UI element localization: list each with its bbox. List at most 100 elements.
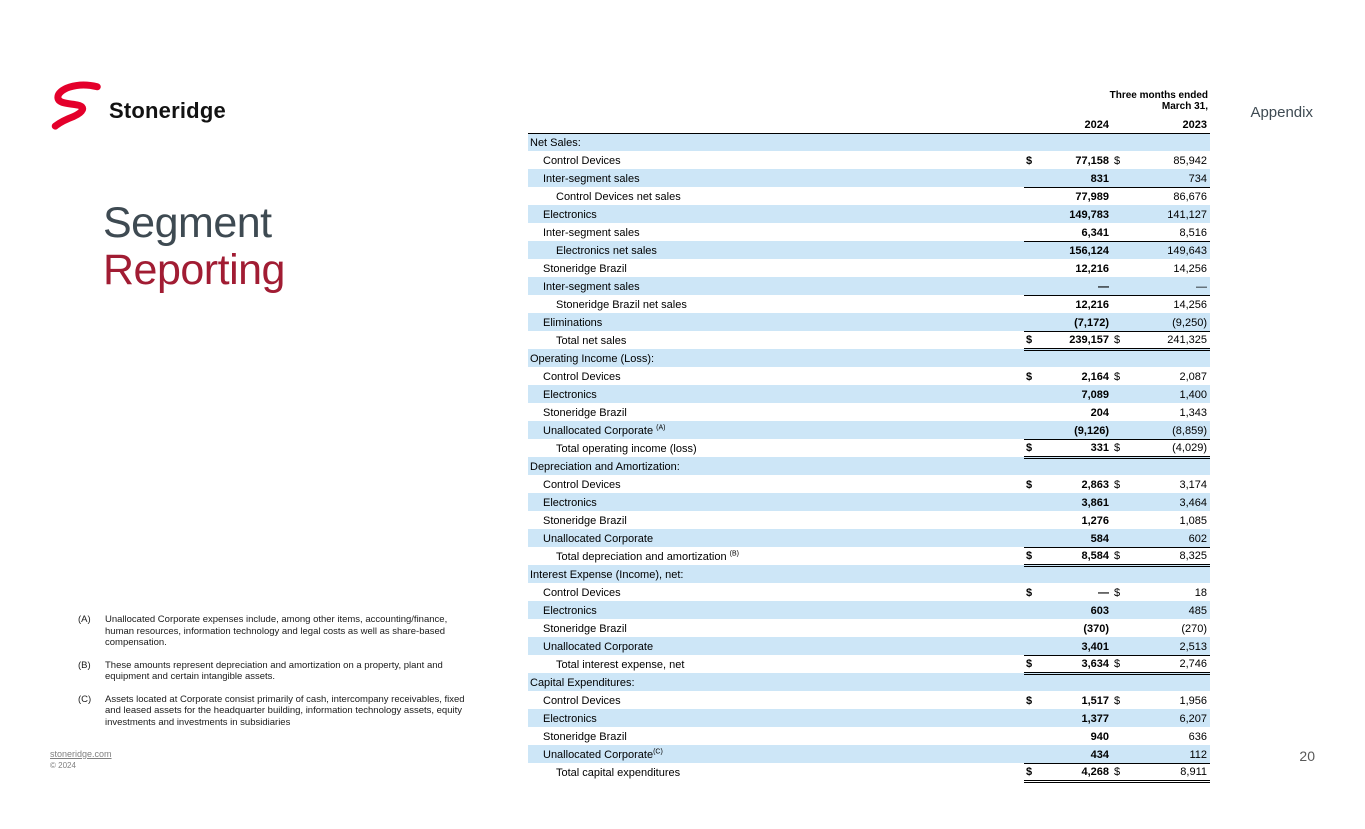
value-2023: (8,859): [1130, 421, 1210, 440]
value-2023: [1130, 457, 1210, 475]
dollar-sign-2023: [1112, 277, 1130, 296]
dollar-sign-2024: [1024, 421, 1042, 440]
value-2024: 3,861: [1081, 497, 1109, 509]
value-2024: [1042, 133, 1112, 151]
table-row: Operating Income (Loss):: [528, 349, 1210, 367]
dollar-sign-2024: $: [1024, 655, 1042, 675]
value-2023: 1,400: [1179, 389, 1207, 401]
dollar-sign-2023: [1112, 601, 1130, 619]
period-label: Three months ended: [1109, 90, 1208, 101]
value-2023: 1,085: [1179, 515, 1207, 527]
dollar-sign-2023: [1112, 565, 1130, 583]
dollar-sign-2023: $: [1114, 155, 1121, 167]
value-2024: 12,216: [1075, 299, 1109, 311]
dollar-sign-2024: [1024, 349, 1042, 367]
value-2023: 485: [1188, 605, 1207, 617]
dollar-sign-2024: $: [1024, 439, 1042, 459]
footnote-c-text: Assets located at Corporate consist prim…: [105, 693, 465, 728]
period-header-cell: Three months ended March 31,: [528, 86, 1210, 113]
value-2023: [1130, 565, 1210, 583]
dollar-sign-2023: [1112, 313, 1130, 332]
dollar-sign-2024: [1024, 493, 1042, 511]
dollar-sign-2024: $: [1026, 695, 1033, 707]
dollar-sign-2024: [1024, 709, 1042, 727]
dollar-sign-2023: [1112, 403, 1130, 421]
dollar-sign-2024: $: [1024, 331, 1042, 351]
value-2024: 77,158: [1075, 155, 1109, 167]
value-2024: 831: [1042, 169, 1112, 188]
value-2024: [1042, 349, 1112, 367]
value-2024: 8,584: [1042, 547, 1112, 567]
dollar-sign-2023: [1112, 169, 1130, 188]
period-date-label: March 31,: [1161, 101, 1208, 112]
row-label: Total capital expenditures: [556, 767, 681, 779]
page-number: 20: [1299, 748, 1315, 764]
value-2024: —: [1042, 277, 1112, 296]
row-label: Unallocated Corporate (A): [543, 424, 666, 437]
table-row: Control Devices $ 2,164 $ 2,087: [528, 367, 1210, 385]
value-2023: 6,207: [1179, 713, 1207, 725]
table-row: Unallocated Corporate 3,401 2,513: [528, 637, 1210, 656]
value-2024: 584: [1042, 529, 1112, 548]
table-row: Stoneridge Brazil 204 1,343: [528, 403, 1210, 421]
row-label: Stoneridge Brazil: [543, 515, 627, 527]
row-label: Capital Expenditures:: [530, 677, 635, 689]
value-2024: —: [1098, 587, 1109, 599]
value-2024: [1042, 457, 1112, 475]
dollar-sign-2023: $: [1112, 547, 1130, 567]
value-2024: 434: [1042, 745, 1112, 764]
table-row: Depreciation and Amortization:: [528, 457, 1210, 475]
row-label: Unallocated Corporate: [543, 533, 654, 545]
row-label: Electronics: [543, 497, 597, 509]
footnote-b-marker: (B): [78, 659, 91, 671]
dollar-sign-2023: [1112, 457, 1130, 475]
page-title: Segment Reporting: [103, 200, 285, 294]
dollar-sign-2024: [1024, 169, 1042, 188]
row-label: Electronics: [543, 713, 597, 725]
table-row: Control Devices net sales 77,989 86,676: [528, 187, 1210, 205]
dollar-sign-2024: [1024, 223, 1042, 242]
row-label: Stoneridge Brazil: [543, 263, 627, 275]
value-2024: 1,517: [1081, 695, 1109, 707]
value-2023: 14,256: [1173, 263, 1207, 275]
dollar-sign-2024: [1024, 187, 1042, 205]
dollar-sign-2023: [1112, 385, 1130, 403]
table-row: Stoneridge Brazil 940 636: [528, 727, 1210, 745]
dollar-sign-2024: [1024, 529, 1042, 548]
value-2024: 156,124: [1069, 245, 1109, 257]
dollar-sign-2023: [1112, 493, 1130, 511]
dollar-sign-2024: [1024, 619, 1042, 637]
value-2023: 112: [1130, 745, 1210, 764]
table-row: Stoneridge Brazil 1,276 1,085: [528, 511, 1210, 529]
row-label: Inter-segment sales: [543, 173, 640, 185]
value-2023: 8,516: [1130, 223, 1210, 242]
row-label: Electronics: [543, 209, 597, 221]
value-2023: 2,087: [1179, 371, 1207, 383]
value-2023: 1,956: [1179, 695, 1207, 707]
footnote-c: (C) Assets located at Corporate consist …: [78, 694, 470, 729]
dollar-sign-2023: [1112, 205, 1130, 223]
stoneridge-website-link[interactable]: stoneridge.com: [50, 749, 112, 759]
dollar-sign-2024: [1024, 313, 1042, 332]
value-2024: 4,268: [1042, 763, 1112, 783]
page-title-line2: Reporting: [103, 246, 285, 294]
value-2023: 149,643: [1167, 245, 1207, 257]
value-2023: 18: [1194, 587, 1207, 599]
dollar-sign-2024: [1024, 457, 1042, 475]
value-2023: (270): [1181, 623, 1207, 635]
table-row: Total operating income (loss) $ 331 $ (4…: [528, 439, 1210, 459]
row-label: Control Devices: [543, 695, 621, 707]
value-2023: 8,325: [1130, 547, 1210, 567]
dollar-sign-2023: [1112, 259, 1130, 277]
table-row: Interest Expense (Income), net:: [528, 565, 1210, 583]
row-label: Electronics: [543, 605, 597, 617]
value-2024: 3,401: [1042, 637, 1112, 656]
value-2023: 3,464: [1179, 497, 1207, 509]
table-row: Net Sales:: [528, 133, 1210, 151]
dollar-sign-2024: [1024, 637, 1042, 656]
dollar-sign-2023: $: [1112, 763, 1130, 783]
value-2023: 85,942: [1173, 155, 1207, 167]
dollar-sign-2024: [1024, 295, 1042, 313]
table-row: Electronics 7,089 1,400: [528, 385, 1210, 403]
table-row: Stoneridge Brazil (370) (270): [528, 619, 1210, 637]
